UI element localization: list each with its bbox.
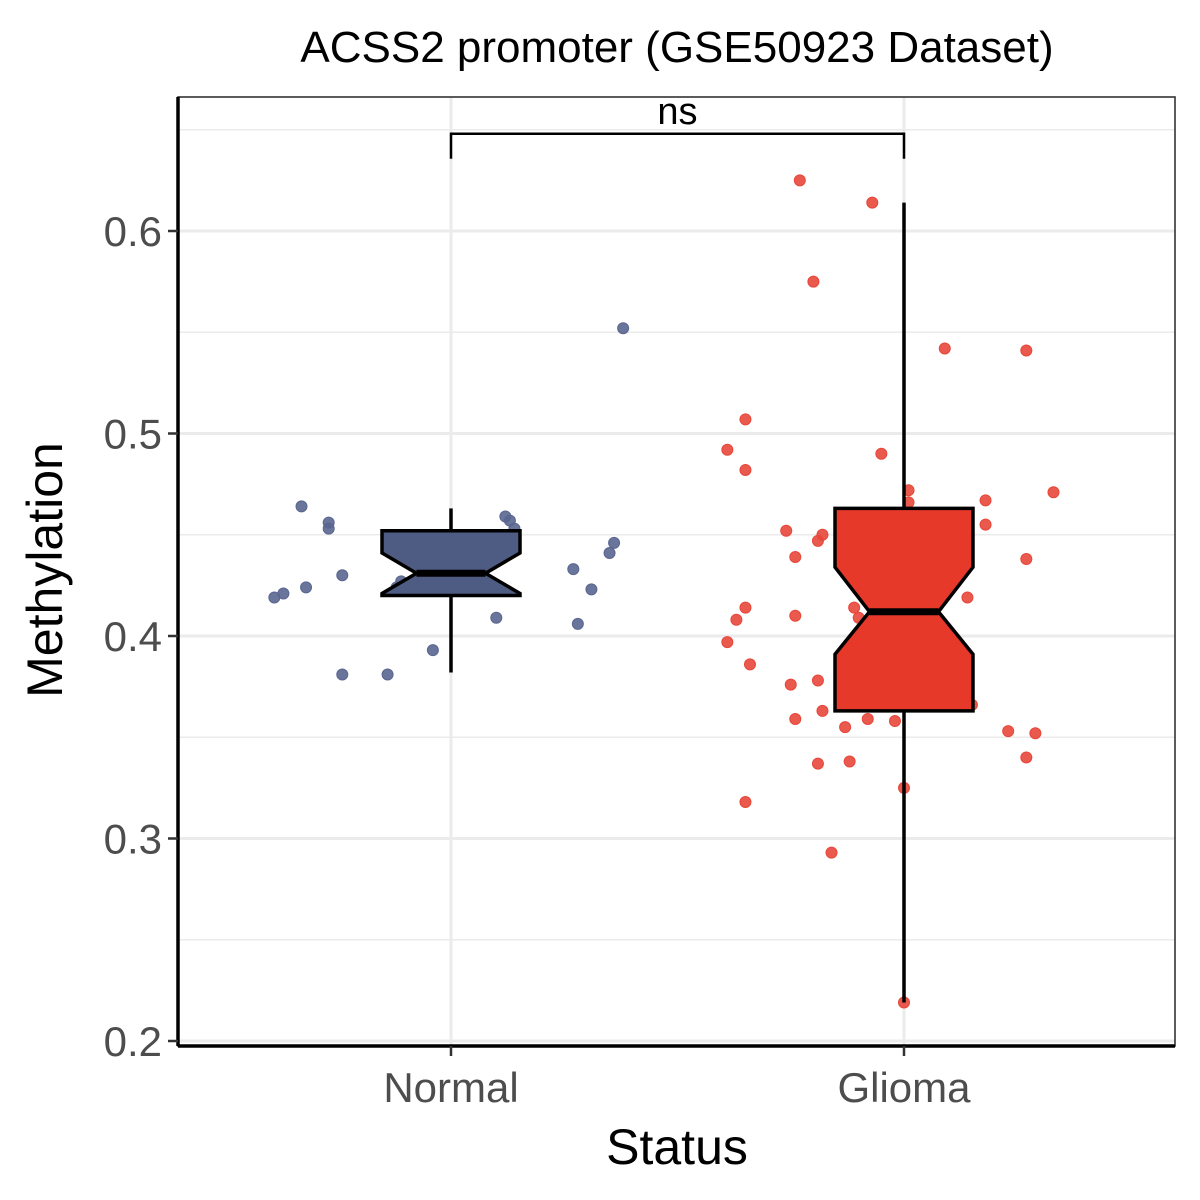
y-tick-label: 0.2 bbox=[104, 1018, 162, 1065]
chart-title: ACSS2 promoter (GSE50923 Dataset) bbox=[300, 23, 1053, 72]
normal-point bbox=[300, 581, 313, 594]
glioma-point bbox=[784, 678, 797, 691]
glioma-point bbox=[1020, 751, 1033, 764]
glioma-point bbox=[789, 609, 802, 622]
normal-point bbox=[426, 644, 439, 657]
normal-point bbox=[490, 611, 503, 624]
y-tick-label: 0.4 bbox=[104, 613, 162, 660]
y-tick-label: 0.3 bbox=[104, 816, 162, 863]
glioma-point bbox=[730, 613, 743, 626]
normal-point bbox=[336, 668, 349, 681]
glioma-point bbox=[1002, 725, 1015, 738]
boxes bbox=[380, 202, 975, 1003]
glioma-point bbox=[811, 674, 824, 687]
normal-point bbox=[268, 591, 281, 604]
x-tick-label: Glioma bbox=[837, 1064, 971, 1111]
normal-point bbox=[336, 569, 349, 582]
glioma-point bbox=[811, 757, 824, 770]
panel-frame bbox=[176, 96, 1176, 1048]
normal-point bbox=[322, 522, 335, 535]
glioma-point bbox=[875, 447, 888, 460]
glioma-point bbox=[1029, 727, 1042, 740]
y-tick-label: 0.5 bbox=[104, 411, 162, 458]
panel-border bbox=[177, 96, 1176, 1047]
y-axis-title: Methylation bbox=[17, 442, 73, 698]
normal-point bbox=[608, 536, 621, 549]
glioma-point bbox=[843, 755, 856, 768]
normal-point bbox=[381, 668, 394, 681]
x-tick-label: Normal bbox=[383, 1064, 518, 1111]
glioma-point bbox=[739, 601, 752, 614]
gridlines bbox=[178, 97, 1175, 1046]
glioma-point bbox=[839, 721, 852, 734]
glioma-point bbox=[1020, 553, 1033, 566]
glioma-point bbox=[1047, 486, 1060, 499]
y-axis: 0.2 0.3 0.4 0.5 0.6 bbox=[104, 208, 178, 1065]
glioma-point bbox=[961, 591, 974, 604]
normal-point bbox=[295, 500, 308, 513]
bracket-line bbox=[449, 132, 906, 159]
normal-point bbox=[603, 546, 616, 559]
glioma-point bbox=[816, 704, 829, 717]
normal-point bbox=[567, 563, 580, 576]
box-body bbox=[380, 528, 522, 598]
glioma-point bbox=[979, 518, 992, 531]
glioma-point bbox=[739, 796, 752, 809]
glioma-point bbox=[866, 196, 879, 209]
glioma-point bbox=[888, 715, 901, 728]
glioma-point bbox=[938, 342, 951, 355]
glioma-box bbox=[833, 202, 975, 1003]
x-axis: Normal Glioma bbox=[383, 1046, 971, 1111]
normal-point bbox=[585, 583, 598, 596]
glioma-point bbox=[780, 524, 793, 537]
glioma-point bbox=[739, 463, 752, 476]
normal-point bbox=[617, 322, 630, 335]
glioma-point bbox=[848, 601, 861, 614]
glioma-point bbox=[721, 443, 734, 456]
normal-box bbox=[380, 508, 522, 673]
glioma-point bbox=[789, 713, 802, 726]
normal-point bbox=[571, 617, 584, 630]
glioma-point bbox=[739, 413, 752, 426]
glioma-point bbox=[793, 174, 806, 187]
x-axis-title: Status bbox=[606, 1119, 748, 1175]
significance-bracket: ns bbox=[449, 91, 906, 159]
glioma-point bbox=[825, 846, 838, 859]
glioma-point bbox=[979, 494, 992, 507]
data-points bbox=[268, 174, 1060, 1009]
y-tick-label: 0.6 bbox=[104, 208, 162, 255]
glioma-point bbox=[807, 275, 820, 288]
glioma-point bbox=[721, 636, 734, 649]
glioma-point bbox=[743, 658, 756, 671]
glioma-point bbox=[861, 713, 874, 726]
glioma-point bbox=[789, 551, 802, 564]
glioma-point bbox=[811, 534, 824, 547]
glioma-point bbox=[1020, 344, 1033, 357]
